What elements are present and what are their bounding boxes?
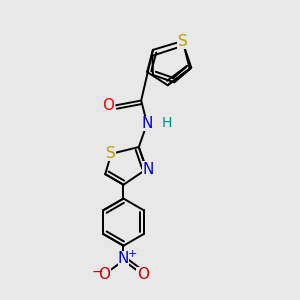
Text: H: H (161, 116, 172, 130)
Text: S: S (106, 146, 116, 161)
Text: O: O (102, 98, 114, 113)
Text: N: N (141, 116, 153, 131)
Text: N: N (118, 251, 129, 266)
Text: O: O (136, 267, 148, 282)
Text: −: − (91, 265, 103, 279)
Text: N: N (142, 162, 154, 177)
Text: O: O (98, 267, 110, 282)
Text: +: + (128, 249, 137, 259)
Text: S: S (178, 34, 187, 49)
